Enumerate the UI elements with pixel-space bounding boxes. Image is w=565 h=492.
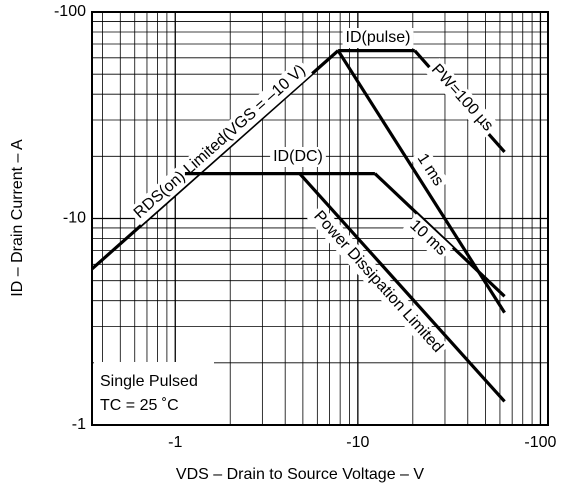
series-label: ID(DC) xyxy=(273,148,323,165)
series-label: PW=100 µs xyxy=(428,61,497,134)
annotation-box xyxy=(94,362,214,424)
x-tick-label: -10 xyxy=(346,434,369,451)
series-label: ID(pulse) xyxy=(346,29,411,46)
annotation: Single Pulsed xyxy=(100,373,198,390)
label-background xyxy=(270,147,326,167)
y-tick-label: -10 xyxy=(63,210,86,227)
label-background xyxy=(424,58,500,138)
y-axis-label: ID – Drain Current – A xyxy=(9,139,26,297)
series-line xyxy=(298,172,506,403)
label-background xyxy=(410,147,450,193)
label-background xyxy=(342,28,414,48)
label-background xyxy=(403,213,453,263)
y-tick-label: -1 xyxy=(72,416,86,433)
label-background xyxy=(127,58,313,226)
x-tick-label: -1 xyxy=(168,434,182,451)
annotation: TC = 25 ˚C xyxy=(100,397,179,414)
label-background xyxy=(306,204,450,360)
series-line xyxy=(373,172,506,298)
x-tick-label: -100 xyxy=(524,434,556,451)
x-axis-label: VDS – Drain to Source Voltage – V xyxy=(176,466,424,483)
y-tick-label: -100 xyxy=(54,3,86,20)
